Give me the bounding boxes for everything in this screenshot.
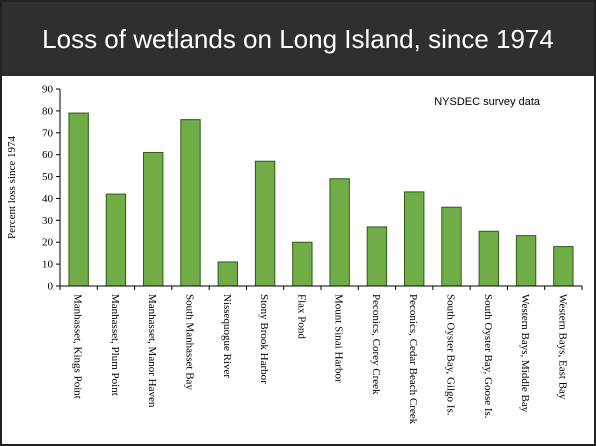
y-tick-label: 20 — [42, 237, 54, 249]
x-tick-label: Peconics, Corey Creek — [370, 294, 382, 395]
bar — [404, 191, 425, 287]
bar — [180, 119, 201, 287]
x-tick-label: Manhasset, Manor Haven — [146, 294, 158, 408]
bar — [441, 206, 462, 287]
x-tick-label: South Oyster Bay, Gilgo Is. — [445, 294, 457, 416]
bar — [143, 151, 164, 287]
x-tick-label: Western Bays, East Bay — [556, 294, 568, 400]
y-tick-label: 60 — [42, 149, 54, 161]
bar — [292, 241, 313, 287]
x-tick-label: Manhasset, Kings Point — [72, 294, 84, 399]
y-axis-label: Percent loss since 1974 — [6, 136, 18, 239]
title-bar: Loss of wetlands on Long Island, since 1… — [2, 2, 594, 76]
bars — [68, 112, 574, 287]
bar — [553, 246, 574, 287]
x-tick-label: Peconics, Cedar Beach Creek — [407, 294, 419, 425]
y-tick-label: 50 — [42, 171, 54, 183]
x-tick-label: Western Bays, Middle Bay — [519, 294, 531, 413]
y-tick-label: 10 — [42, 259, 54, 271]
y-tick-label: 30 — [42, 215, 54, 227]
slide-title: Loss of wetlands on Long Island, since 1… — [42, 23, 554, 54]
y-tick-label: 40 — [42, 193, 54, 205]
x-tick-label: Flax Pond — [295, 294, 307, 339]
x-axis-labels: Manhasset, Kings Point Manhasset, Plum Po… — [59, 286, 583, 425]
x-tick-label: Nissequogue River — [221, 294, 233, 378]
y-axis-ticks: 0 10 20 30 40 50 60 70 80 90 — [42, 84, 60, 293]
y-tick-label: 70 — [42, 127, 54, 139]
bar — [329, 178, 350, 287]
x-tick-label: Stony Brook Harbor — [258, 294, 270, 384]
y-tick-label: 0 — [48, 281, 54, 293]
bar — [105, 193, 127, 287]
bar — [515, 235, 537, 287]
y-tick-label: 80 — [42, 105, 54, 117]
x-tick-label: South Oyster Bay, Goose Is. — [482, 294, 494, 419]
bar — [68, 112, 89, 287]
bar — [254, 160, 276, 287]
chart-annotation: NYSDEC survey data — [434, 96, 541, 108]
x-tick-label: Mount Sinai Harbor — [333, 294, 345, 383]
bar — [478, 230, 499, 287]
y-tick-label: 90 — [42, 84, 54, 96]
x-tick-label: Manhasset, Plum Point — [109, 294, 121, 396]
bar — [217, 261, 238, 287]
bar — [366, 226, 388, 287]
x-tick-label: South Manhasset Bay — [184, 294, 196, 390]
